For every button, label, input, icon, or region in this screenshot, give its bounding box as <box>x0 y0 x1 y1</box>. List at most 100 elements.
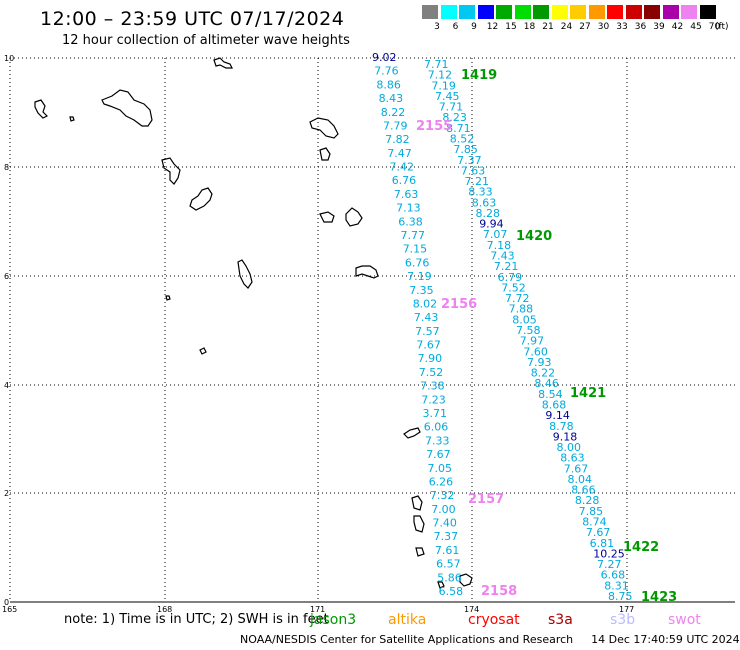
satellite-label-s3b: s3b <box>610 612 636 628</box>
legend-swatch <box>440 5 457 19</box>
legend-swatch <box>570 5 586 19</box>
y-tick-label: 4 <box>4 381 9 390</box>
x-tick-label: 171 <box>310 605 325 614</box>
wave-height-reading: 8.66 <box>571 484 596 497</box>
pass-time-labels: 1419 1420 1421 1422 1423 2155 2156 2157 2158 <box>416 68 677 605</box>
map-subtitle: 12 hour collection of altimeter wave hei… <box>62 33 350 48</box>
island-outline <box>411 495 423 511</box>
wave-height-reading: 7.33 <box>425 434 450 447</box>
legend-label: 30 <box>597 22 610 32</box>
wave-height-reading: 7.05 <box>428 462 453 475</box>
legend-swatch <box>699 5 716 19</box>
wave-height-reading: 6.57 <box>436 558 461 571</box>
wave-height-reading: 7.88 <box>509 303 533 316</box>
wave-height-reading: 7.43 <box>490 250 515 263</box>
wave-height-reading: 6.81 <box>590 537 615 550</box>
island-outline <box>415 547 425 557</box>
wave-height-reading: 7.71 <box>424 58 449 71</box>
wave-height-reading: 5.86 <box>437 571 462 584</box>
wave-height-reading: 7.58 <box>516 324 541 337</box>
island-outline <box>199 347 207 355</box>
island-outline <box>237 259 253 289</box>
legend-swatch <box>496 5 512 19</box>
wave-height-reading: 7.90 <box>418 352 443 365</box>
pass-time-label: 2155 <box>416 119 452 134</box>
legend-swatch <box>533 5 549 19</box>
legend-label: 33 <box>616 22 628 32</box>
wave-height-reading: 7.61 <box>435 544 460 557</box>
wave-height-reading: 6.58 <box>439 585 464 598</box>
wave-height-reading: 8.22 <box>531 367 556 380</box>
footer-note: note: 1) Time is in UTC; 2) SWH is in fe… <box>64 612 329 627</box>
pass-time-label: 1419 <box>461 68 497 83</box>
credit-text: NOAA/NESDIS Center for Satellite Applica… <box>240 633 574 646</box>
wave-height-reading: 7.57 <box>415 325 440 338</box>
wave-height-reading: 7.13 <box>396 202 421 215</box>
wave-height-reading: 7.43 <box>414 311 439 324</box>
legend-label: 21 <box>542 22 554 32</box>
wave-height-reading: 6.79 <box>498 271 522 284</box>
map-title: 12:00 – 23:59 UTC 07/17/2024 <box>40 8 345 30</box>
satellite-label-s3a: s3a <box>548 612 573 628</box>
island-outline <box>403 427 421 439</box>
wave-height-reading: 7.21 <box>465 175 490 188</box>
wave-height-reading: 8.52 <box>450 133 475 146</box>
wave-height-reading: 10.25 <box>593 547 625 560</box>
island-outline <box>213 57 233 69</box>
wave-height-reading: 7.52 <box>501 281 526 294</box>
island-outline <box>309 117 339 139</box>
footer-credit: NOAA/NESDIS Center for Satellite Applica… <box>240 633 740 646</box>
wave-height-reading: 7.21 <box>494 260 519 273</box>
wave-height-reading: 7.52 <box>419 366 444 379</box>
legend-swatch <box>422 5 438 19</box>
x-tick-label: 168 <box>157 605 172 614</box>
legend-label: 27 <box>579 22 591 32</box>
legend-label: 36 <box>634 22 647 32</box>
pass-time-label: 1423 <box>641 590 677 605</box>
legend-swatch <box>551 5 568 19</box>
island-outline <box>165 295 171 301</box>
legend-swatch <box>514 5 531 19</box>
wave-height-reading: 8.68 <box>542 399 567 412</box>
wave-height-reading: 8.02 <box>413 298 438 311</box>
wave-height-reading: 8.23 <box>442 111 467 124</box>
y-tick-label: 2 <box>4 489 9 498</box>
wave-height-reading: 6.76 <box>392 174 417 187</box>
wave-height-reading: 6.76 <box>405 256 430 269</box>
wave-height-reading: 8.22 <box>381 106 406 119</box>
island-outline <box>345 207 363 227</box>
satellite-label-altika: altika <box>388 612 427 628</box>
legend-swatch <box>644 5 660 19</box>
legend-label: 42 <box>671 22 684 32</box>
x-tick-label: 174 <box>464 605 479 614</box>
wave-height-reading: 7.67 <box>564 462 589 475</box>
wave-height-reading: 9.94 <box>479 218 504 231</box>
wave-height-reading: 8.04 <box>568 473 593 486</box>
pass-time-label: 2157 <box>468 492 504 507</box>
wave-height-reading: 8.31 <box>604 579 629 592</box>
legend-label: 15 <box>505 22 517 32</box>
island-outline <box>161 157 181 185</box>
legend-swatch <box>662 5 679 19</box>
wave-height-reading: 7.45 <box>435 90 460 103</box>
wave-height-reading: 7.19 <box>431 79 456 92</box>
legend-swatch <box>625 5 642 19</box>
wave-height-reading: 7.35 <box>409 284 434 297</box>
pass-time-label: 1422 <box>623 540 659 555</box>
island-outline <box>69 116 75 122</box>
island-outline <box>355 265 379 279</box>
wave-height-reading: 9.02 <box>372 51 397 64</box>
wave-height-reading: 7.42 <box>390 161 415 174</box>
legend-swatch <box>459 5 475 19</box>
pass-time-label: 1421 <box>570 386 606 401</box>
legend-unit: (ft) <box>715 22 729 32</box>
legend-label: 70 <box>708 22 721 32</box>
wave-height-reading: 8.74 <box>582 516 607 529</box>
wave-height-reading: 7.23 <box>421 393 446 406</box>
island-outline <box>459 573 473 587</box>
pass-time-label: 1420 <box>516 229 552 244</box>
legend-label: 39 <box>653 22 665 32</box>
island-outlines <box>34 57 473 589</box>
island-outline <box>319 211 335 223</box>
